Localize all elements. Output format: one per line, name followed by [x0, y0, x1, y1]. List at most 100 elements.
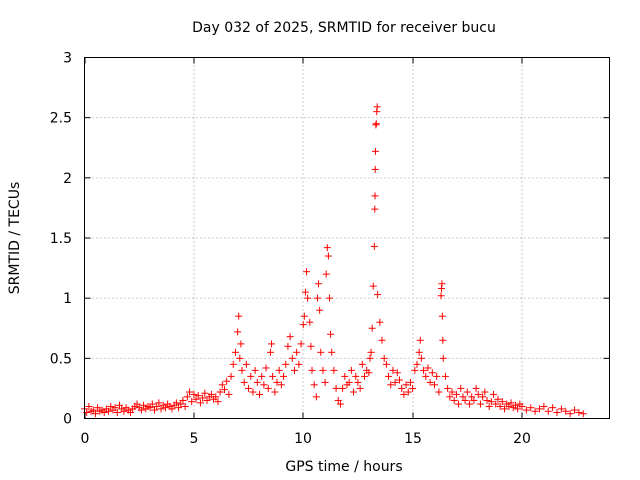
data-point — [470, 396, 478, 404]
data-point — [190, 390, 198, 398]
data-point — [322, 270, 330, 278]
data-point — [498, 398, 506, 406]
data-point — [413, 360, 421, 368]
data-point — [371, 165, 379, 173]
data-point — [466, 400, 473, 408]
data-point — [446, 393, 454, 401]
data-point — [415, 348, 423, 356]
grid — [84, 57, 610, 419]
data-point — [247, 372, 255, 380]
data-point — [431, 381, 438, 389]
data-point — [373, 103, 381, 111]
data-point — [151, 406, 158, 414]
data-point — [549, 404, 557, 412]
data-point — [264, 384, 272, 392]
data-point — [288, 354, 296, 362]
data-point — [361, 372, 368, 380]
data-point — [368, 324, 376, 332]
data-point — [476, 400, 484, 408]
data-point — [376, 318, 384, 326]
data-point — [268, 340, 276, 348]
data-point — [148, 400, 156, 408]
data-point — [323, 244, 331, 252]
data-point — [282, 360, 290, 368]
data-point — [371, 147, 379, 155]
data-point — [511, 401, 519, 409]
data-point — [307, 342, 315, 350]
data-point — [326, 294, 333, 302]
data-point — [324, 252, 332, 260]
data-point — [249, 388, 257, 396]
data-point — [157, 405, 165, 413]
data-point — [350, 388, 358, 396]
data-point — [235, 312, 243, 320]
data-point — [269, 372, 277, 380]
data-point — [293, 348, 301, 356]
axis-ticks — [84, 57, 610, 419]
data-point — [492, 400, 500, 408]
data-point — [398, 384, 406, 392]
data-point — [505, 402, 513, 410]
data-point — [201, 389, 209, 397]
data-point — [330, 366, 338, 374]
data-point — [406, 378, 414, 386]
data-point — [444, 384, 452, 392]
data-point — [256, 390, 263, 398]
data-point — [378, 336, 386, 344]
data-point — [140, 401, 148, 409]
data-point — [339, 384, 347, 392]
plot-frame — [84, 57, 610, 419]
data-point — [579, 410, 587, 418]
data-point — [382, 360, 390, 368]
data-point — [366, 354, 374, 362]
data-point — [286, 333, 294, 341]
data-point — [438, 280, 446, 288]
x-tick-label: 5 — [190, 431, 199, 447]
data-point — [225, 390, 233, 398]
data-point — [380, 354, 388, 362]
data-point — [328, 348, 336, 356]
data-point — [111, 404, 119, 412]
x-tick-label: 15 — [404, 431, 422, 447]
data-point — [387, 381, 395, 389]
data-point — [369, 282, 377, 290]
data-point — [416, 336, 424, 344]
data-point — [192, 395, 200, 403]
data-point — [439, 354, 447, 362]
data-point — [527, 404, 535, 412]
data-point — [514, 405, 522, 413]
data-point — [245, 384, 253, 392]
data-point — [461, 396, 469, 404]
data-point — [435, 388, 443, 396]
data-point — [236, 354, 244, 362]
data-point — [312, 393, 320, 401]
data-point — [501, 405, 508, 413]
data-point — [179, 396, 187, 404]
data-point — [315, 280, 323, 288]
data-point — [301, 288, 309, 296]
data-point — [566, 410, 574, 418]
data-point — [438, 312, 446, 320]
data-point — [300, 312, 308, 320]
data-point — [218, 381, 226, 389]
data-point — [146, 404, 154, 412]
data-point — [295, 360, 303, 368]
data-point — [277, 381, 285, 389]
data-point — [540, 402, 548, 410]
tick-labels: 0 5 10 15 20 0 0.5 1 1.5 2 2.5 3 — [50, 51, 531, 448]
y-tick-label: 2 — [63, 171, 72, 187]
data-point — [463, 388, 471, 396]
data-point — [199, 394, 207, 402]
data-point — [196, 399, 204, 407]
data-point — [450, 396, 458, 404]
y-tick-label: 2.5 — [50, 111, 72, 127]
data-point — [85, 402, 93, 410]
data-point — [483, 396, 491, 404]
data-point — [153, 402, 161, 410]
data-point — [188, 398, 196, 406]
data-point — [234, 328, 242, 336]
data-point — [367, 348, 375, 356]
data-point — [347, 366, 355, 374]
data-point — [400, 390, 408, 398]
